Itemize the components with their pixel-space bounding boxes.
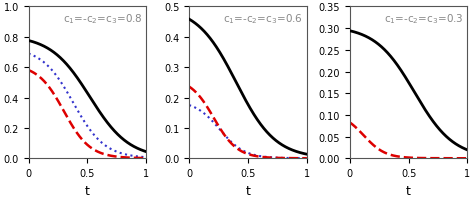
X-axis label: t: t xyxy=(246,184,250,197)
X-axis label: t: t xyxy=(85,184,90,197)
Text: c$_1$=-c$_2$=c$_3$=0.3: c$_1$=-c$_2$=c$_3$=0.3 xyxy=(384,12,464,26)
Text: c$_1$=-c$_2$=c$_3$=0.6: c$_1$=-c$_2$=c$_3$=0.6 xyxy=(223,12,303,26)
Text: c$_1$=-c$_2$=c$_3$=0.8: c$_1$=-c$_2$=c$_3$=0.8 xyxy=(64,12,143,26)
X-axis label: t: t xyxy=(406,184,411,197)
